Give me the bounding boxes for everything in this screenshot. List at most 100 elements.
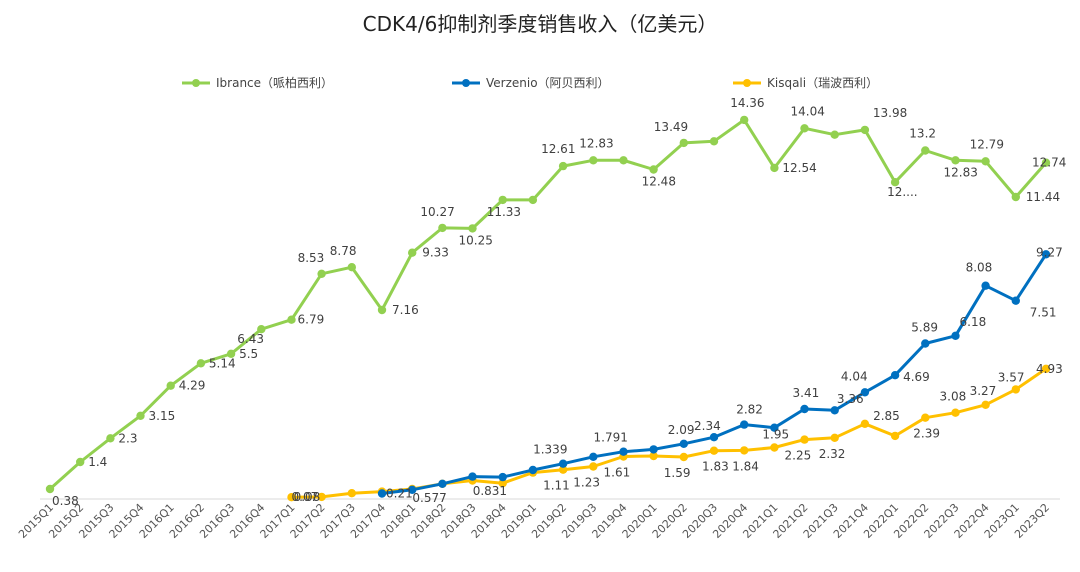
data-point[interactable] — [347, 489, 356, 498]
data-point[interactable] — [679, 439, 688, 448]
data-point[interactable] — [800, 435, 809, 444]
data-point[interactable] — [1041, 158, 1051, 167]
data-label: 12.... — [887, 185, 918, 199]
data-point[interactable] — [800, 404, 809, 414]
data-point[interactable] — [770, 163, 779, 173]
data-point[interactable] — [951, 331, 960, 340]
data-point[interactable] — [740, 115, 749, 125]
data-point[interactable] — [45, 484, 55, 494]
data-point[interactable] — [830, 406, 839, 415]
data-label: 3.57 — [998, 370, 1025, 384]
data-point[interactable] — [1041, 250, 1051, 259]
data-point[interactable] — [377, 305, 387, 315]
data-point[interactable] — [347, 263, 356, 272]
data-point[interactable] — [649, 165, 658, 174]
data-point[interactable] — [921, 339, 930, 348]
legend-label-2: Kisqali（瑞波西利） — [767, 76, 878, 90]
data-point[interactable] — [76, 457, 85, 467]
data-point[interactable] — [981, 281, 990, 290]
data-point[interactable] — [317, 269, 326, 278]
data-point[interactable] — [589, 462, 598, 471]
data-point[interactable] — [921, 413, 930, 422]
series-0 — [45, 115, 1051, 494]
data-point[interactable] — [890, 431, 900, 441]
data-label: 0.07 — [292, 490, 319, 504]
data-point[interactable] — [860, 419, 870, 428]
data-label: 3.27 — [970, 384, 997, 398]
data-point[interactable] — [830, 130, 839, 139]
data-point[interactable] — [890, 371, 900, 380]
legend-marker-0 — [192, 79, 200, 87]
data-point[interactable] — [1041, 364, 1051, 373]
data-point[interactable] — [468, 472, 477, 481]
data-point[interactable] — [468, 224, 477, 233]
data-point[interactable] — [438, 479, 447, 488]
data-point[interactable] — [770, 443, 779, 452]
data-point[interactable] — [287, 315, 296, 324]
data-point[interactable] — [951, 156, 960, 165]
data-point[interactable] — [619, 156, 628, 165]
data-point[interactable] — [740, 420, 749, 429]
data-label: 12.54 — [782, 161, 816, 175]
data-label: 4.69 — [903, 370, 930, 384]
data-point[interactable] — [951, 408, 960, 417]
data-point[interactable] — [438, 223, 447, 233]
legend-item-1[interactable]: Verzenio（阿贝西利） — [452, 76, 610, 90]
data-point[interactable] — [226, 349, 236, 358]
data-point[interactable] — [136, 411, 145, 420]
data-label: 9.27 — [1036, 245, 1063, 259]
data-label: 0.577 — [412, 491, 446, 505]
data-point[interactable] — [498, 195, 507, 205]
data-point[interactable] — [196, 359, 206, 368]
data-point[interactable] — [106, 434, 115, 443]
data-label: 6.79 — [298, 313, 325, 327]
data-label: 14.36 — [730, 96, 764, 110]
data-point[interactable] — [709, 137, 719, 146]
data-point[interactable] — [679, 138, 688, 148]
data-point[interactable] — [860, 388, 870, 397]
data-point[interactable] — [408, 248, 417, 257]
data-point[interactable] — [498, 472, 507, 482]
data-point[interactable] — [287, 493, 296, 502]
data-point[interactable] — [679, 452, 688, 462]
data-point[interactable] — [921, 146, 930, 155]
data-point[interactable] — [770, 423, 779, 432]
data-point[interactable] — [830, 433, 839, 442]
data-point[interactable] — [558, 459, 568, 468]
data-point[interactable] — [1011, 385, 1020, 394]
data-point[interactable] — [709, 446, 719, 455]
data-point[interactable] — [860, 125, 870, 135]
data-point[interactable] — [649, 445, 658, 454]
data-point[interactable] — [528, 465, 538, 475]
data-point[interactable] — [558, 161, 568, 171]
series-1 — [377, 250, 1051, 498]
data-point[interactable] — [257, 325, 266, 334]
data-point[interactable] — [558, 465, 568, 474]
data-point[interactable] — [981, 157, 990, 166]
legend-item-0[interactable]: Ibrance（哌柏西利） — [182, 75, 333, 90]
data-point[interactable] — [1011, 296, 1020, 305]
legend-item-2[interactable]: Kisqali（瑞波西利） — [733, 76, 878, 90]
data-point[interactable] — [709, 433, 719, 442]
data-point[interactable] — [740, 446, 749, 455]
data-point[interactable] — [981, 400, 990, 409]
data-point[interactable] — [408, 485, 417, 494]
data-label: 2.3 — [118, 431, 137, 445]
data-label: 3.15 — [149, 409, 176, 423]
data-label: 0.21 — [386, 487, 413, 501]
data-point[interactable] — [1011, 192, 1020, 202]
data-point[interactable] — [800, 124, 809, 133]
data-point[interactable] — [589, 452, 598, 461]
data-label: 2.32 — [819, 447, 846, 461]
data-point[interactable] — [890, 178, 900, 187]
data-label: 5.14 — [209, 356, 236, 370]
data-point[interactable] — [498, 479, 507, 488]
data-point[interactable] — [589, 156, 598, 165]
data-point[interactable] — [317, 492, 326, 502]
data-label: 1.23 — [573, 476, 600, 490]
data-point[interactable] — [619, 447, 628, 456]
data-point[interactable] — [166, 381, 175, 390]
data-point[interactable] — [649, 451, 658, 461]
data-point[interactable] — [377, 489, 387, 498]
data-point[interactable] — [528, 195, 538, 205]
